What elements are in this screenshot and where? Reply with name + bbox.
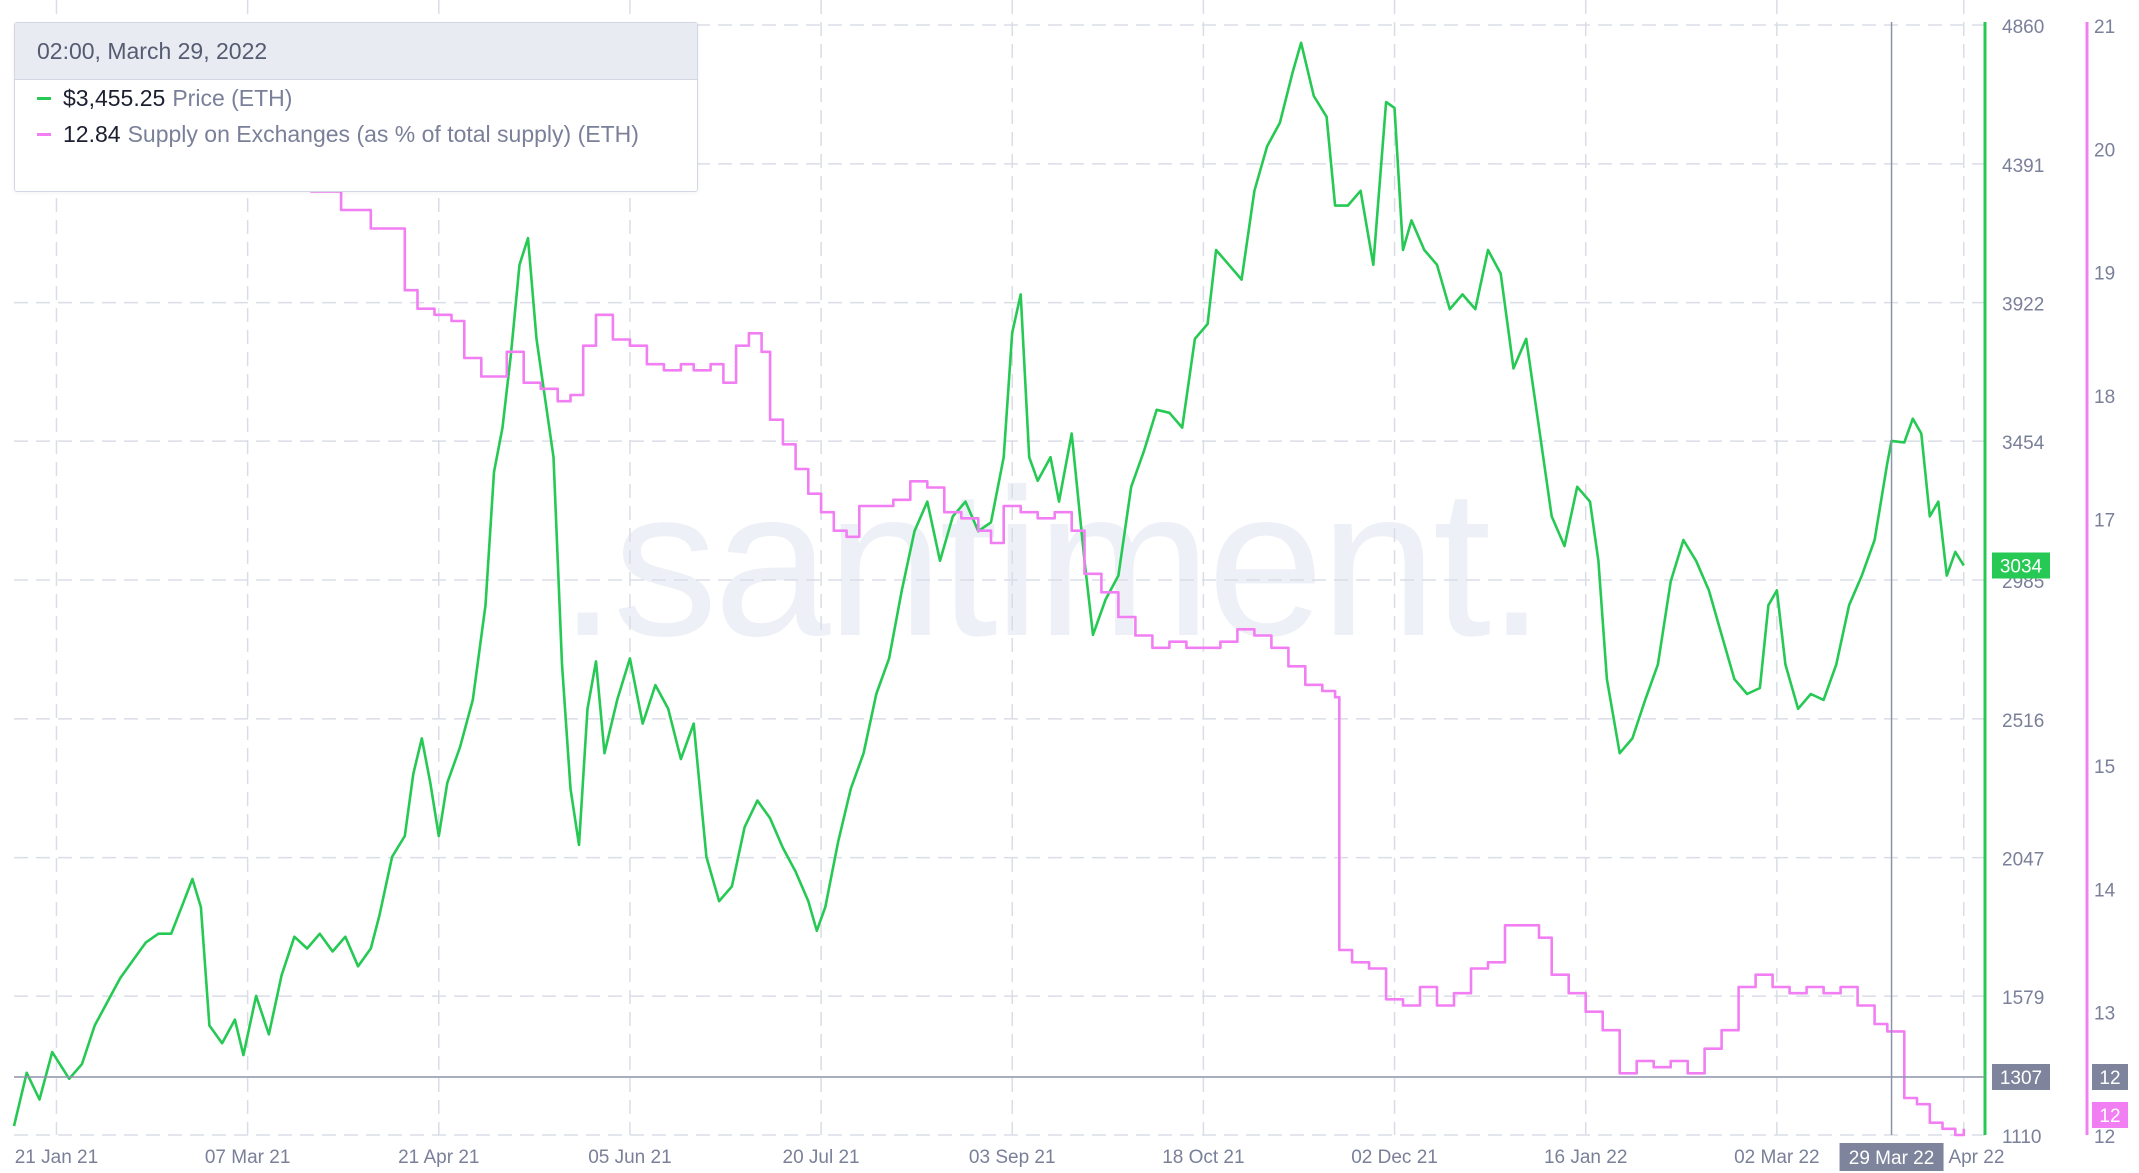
x-tick-label: 16 Jan 22 — [1544, 1147, 1627, 1168]
supply-series-line — [14, 122, 1966, 1137]
price-tick-label: 4860 — [2002, 17, 2044, 38]
supply-tick-label: 12 — [2094, 1127, 2115, 1148]
x-tick-label: 21 Jan 21 — [15, 1147, 98, 1168]
supply-tick-label: 17 — [2094, 510, 2115, 531]
x-tick-label: 02 Dec 21 — [1351, 1147, 1438, 1168]
crosshair-supply-label: 12 — [2099, 1068, 2120, 1089]
price-tick-label: 2047 — [2002, 850, 2044, 871]
supply-tick-label: 15 — [2094, 757, 2115, 778]
price-tick-label: 3454 — [2002, 433, 2045, 454]
series-lines: 3034 12 — [12, 41, 2128, 1137]
price-legend-swatch — [37, 96, 51, 100]
crosshair-date-badge — [1839, 1143, 1944, 1171]
supply-legend-swatch — [37, 132, 51, 136]
tooltip: 02:00, March 29, 2022 $3,455.25 Price (E… — [14, 22, 698, 192]
supply-axis: 21 20 19 18 17 15 14 13 12 — [2085, 17, 2116, 1148]
supply-tick-label: 13 — [2094, 1004, 2115, 1025]
x-tick-label: 18 Oct 21 — [1162, 1147, 1244, 1168]
price-tick-label: 2516 — [2002, 711, 2044, 732]
tooltip-datetime: 02:00, March 29, 2022 — [15, 23, 697, 80]
supply-tick-label: 19 — [2094, 264, 2115, 285]
x-axis: 21 Jan 21 07 Mar 21 21 Apr 21 05 Jun 21 20 J… — [15, 1147, 2005, 1168]
tooltip-row-supply: 12.84 Supply on Exchanges (as % of total… — [15, 116, 697, 152]
x-tick-label: 02 Mar 22 — [1734, 1147, 1820, 1168]
crosshair-price-label: 1307 — [2000, 1068, 2042, 1089]
tooltip-supply-value: 12.84 — [63, 120, 121, 147]
supply-tick-label: 20 — [2094, 140, 2115, 161]
x-tick-label: 20 Jul 21 — [783, 1147, 860, 1168]
tooltip-row-price: $3,455.25 Price (ETH) — [15, 80, 697, 116]
price-tick-label: 3922 — [2002, 295, 2044, 316]
supply-tick-label: 21 — [2094, 17, 2115, 38]
price-current-label: 3034 — [2000, 556, 2043, 577]
x-tick-label: 07 Mar 21 — [205, 1147, 291, 1168]
price-current-badge — [1992, 552, 2050, 579]
crosshair-price-badge — [1992, 1064, 2050, 1090]
crosshair-date-label: 29 Mar 22 — [1849, 1148, 1935, 1169]
tooltip-supply-label: Supply on Exchanges (as % of total suppl… — [127, 120, 639, 147]
price-tick-label: 4391 — [2002, 156, 2044, 177]
x-tick-label: 21 Apr 21 — [398, 1147, 479, 1168]
crosshair-supply-badge — [2092, 1064, 2128, 1090]
price-series-line — [12, 41, 1965, 1127]
x-tick-label: 05 Jun 21 — [588, 1147, 671, 1168]
watermark-logo: .santiment. — [558, 445, 1541, 680]
price-tick-label: 1579 — [2002, 988, 2044, 1009]
x-tick-label: 03 Sep 21 — [969, 1147, 1056, 1168]
price-tick-label: 1110 — [2002, 1127, 2041, 1148]
crosshair: 29 Mar 22 1307 12 — [14, 22, 2128, 1171]
supply-current-badge — [2092, 1102, 2128, 1128]
tooltip-price-value: $3,455.25 — [63, 84, 166, 111]
supply-tick-label: 14 — [2094, 880, 2116, 901]
tooltip-price-label: Price (ETH) — [172, 84, 293, 111]
supply-current-label: 12 — [2099, 1106, 2120, 1127]
supply-tick-label: 18 — [2094, 387, 2115, 408]
